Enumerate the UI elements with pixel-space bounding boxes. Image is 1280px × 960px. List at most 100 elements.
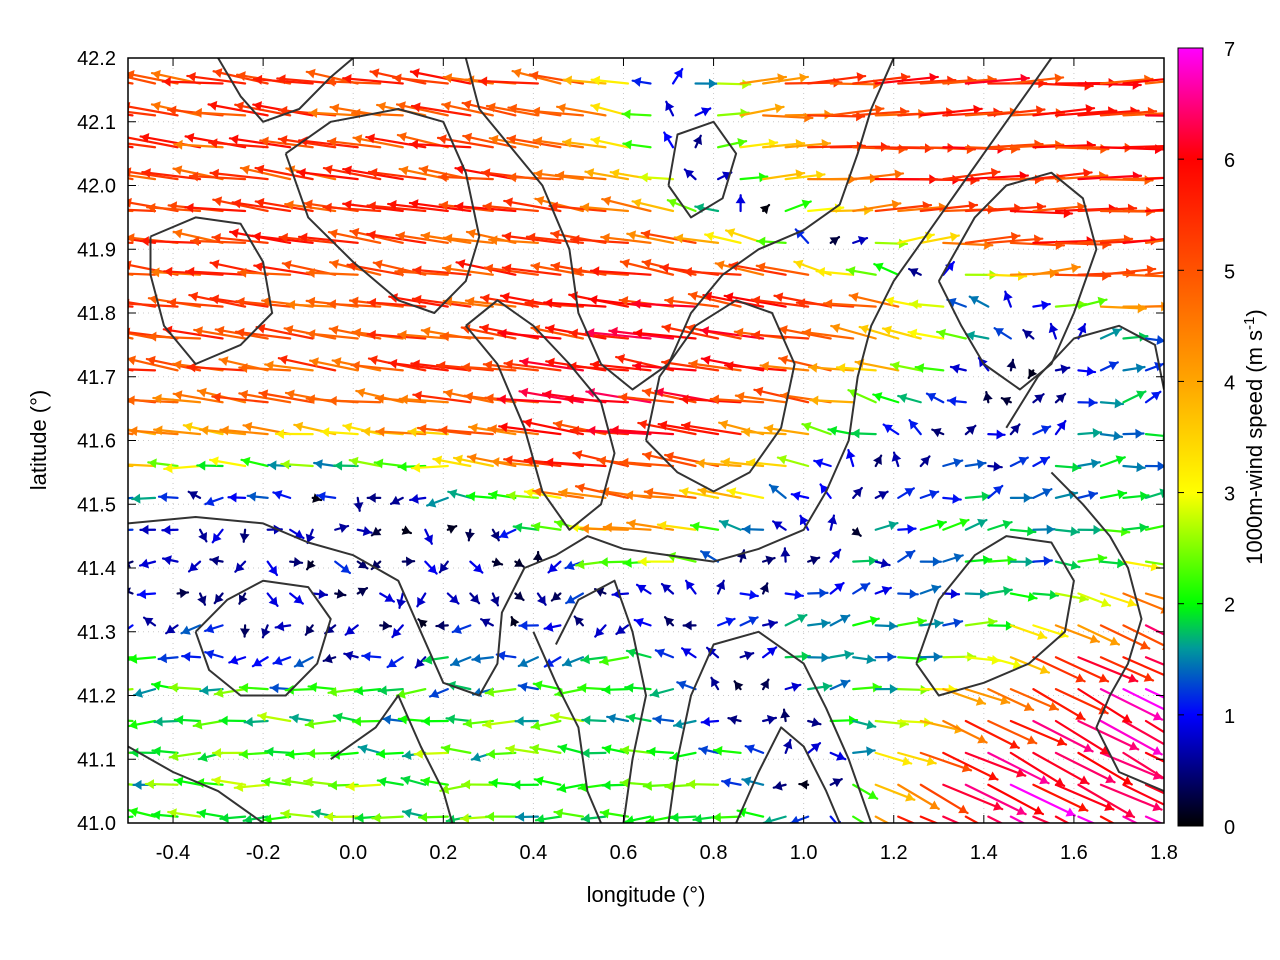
wind-vector <box>1099 398 1125 409</box>
wind-vector-head <box>151 267 160 278</box>
wind-vector-shaft <box>987 205 1047 213</box>
wind-vector <box>698 745 720 756</box>
wind-vector <box>632 328 697 340</box>
wind-vector <box>1122 751 1164 780</box>
wind-vector-shaft <box>326 139 382 149</box>
wind-vector-head <box>571 234 580 245</box>
wind-vector <box>1077 656 1139 683</box>
wind-vector-head <box>1026 526 1036 537</box>
wind-vector-shaft <box>394 270 449 276</box>
wind-vector-head <box>423 654 433 665</box>
wind-vector-head <box>626 648 636 658</box>
wind-vector-head <box>144 617 154 627</box>
wind-vector <box>631 198 675 213</box>
wind-vector-head <box>265 360 274 371</box>
wind-vector-head <box>734 327 744 338</box>
wind-vector-head <box>796 298 806 309</box>
wind-vector-head <box>990 167 1000 178</box>
wind-vector-head <box>443 296 453 307</box>
wind-vector <box>715 579 726 595</box>
wind-vector <box>874 558 891 568</box>
wind-vector <box>942 783 1004 811</box>
wind-vector <box>622 139 652 150</box>
wind-vector-head <box>888 620 898 631</box>
terrain-contour-line <box>532 631 602 823</box>
wind-vector <box>432 455 472 468</box>
wind-vector-shaft <box>395 103 449 117</box>
wind-vector-shaft <box>919 783 969 815</box>
wind-vector-head <box>873 455 882 466</box>
wind-vector <box>1077 815 1096 823</box>
wind-vector-head <box>625 815 634 823</box>
wind-vector-head <box>443 233 453 244</box>
wind-vector <box>697 486 742 499</box>
wind-vector <box>1009 526 1037 537</box>
wind-vector-shaft <box>460 326 517 340</box>
wind-vector <box>518 620 539 631</box>
wind-vector <box>1032 589 1060 600</box>
wind-vector-head <box>413 390 422 401</box>
wind-vector <box>919 200 979 213</box>
wind-vector <box>532 550 543 563</box>
wind-vector-shaft <box>496 397 562 404</box>
wind-vector-head <box>780 548 791 557</box>
wind-vector-head <box>959 518 969 528</box>
wind-vector-head <box>532 551 543 561</box>
wind-vector-head <box>238 267 247 278</box>
wind-vector <box>874 620 899 631</box>
wind-vector-head <box>881 585 891 596</box>
wind-vector-shaft <box>173 143 224 149</box>
wind-vector-head <box>602 744 612 755</box>
wind-vector-head <box>799 73 808 84</box>
wind-vector-head <box>554 808 564 819</box>
wind-vector-head <box>433 455 443 466</box>
wind-vector-head <box>1055 393 1066 404</box>
wind-vector-shaft <box>128 398 179 404</box>
wind-vector-shaft <box>1144 719 1164 734</box>
wind-vector-head <box>321 427 330 438</box>
wind-vector-head <box>284 324 294 335</box>
wind-vector <box>395 231 449 244</box>
wind-vector-shaft <box>487 427 539 436</box>
wind-vector-head <box>352 716 362 727</box>
wind-vector <box>128 624 134 630</box>
wind-vector <box>379 620 393 631</box>
wind-vector <box>305 528 316 545</box>
wind-vector <box>209 555 224 566</box>
wind-vector-shaft <box>964 174 1029 181</box>
wind-vector-head <box>1111 328 1122 338</box>
wind-vector-head <box>866 719 876 730</box>
wind-vector-head <box>578 683 587 694</box>
wind-vector-head <box>353 502 364 511</box>
wind-vector-head <box>585 327 595 338</box>
wind-vector <box>784 651 811 662</box>
wind-vector-head <box>573 266 583 277</box>
wind-vector-shaft <box>852 110 910 117</box>
wind-vector-head <box>388 199 397 210</box>
wind-vector-head <box>591 102 601 113</box>
wind-vector-head <box>993 461 1002 472</box>
wind-vector-head <box>210 456 219 467</box>
wind-vector-head <box>634 617 644 628</box>
wind-vector <box>409 68 472 85</box>
wind-vector-head <box>680 394 689 405</box>
wind-vector-head <box>867 790 878 799</box>
wind-vector <box>1054 419 1067 436</box>
wind-vector-head <box>486 102 496 113</box>
wind-vector-shaft <box>619 461 675 468</box>
wind-vector-shaft <box>326 302 382 308</box>
wind-vector-shaft <box>1077 656 1139 683</box>
wind-vector <box>600 233 652 244</box>
wind-vector <box>680 421 742 436</box>
wind-vector-head <box>907 524 916 535</box>
terrain-contour-line <box>1050 471 1164 793</box>
wind-vector <box>422 654 449 665</box>
wind-vector-shaft <box>1077 751 1133 786</box>
wind-vector <box>557 743 585 754</box>
wind-vector-head <box>994 328 1005 337</box>
wind-vector <box>558 487 607 499</box>
colorbar <box>1177 47 1204 827</box>
wind-vector <box>147 458 179 469</box>
wind-vector-shaft <box>1099 146 1164 151</box>
wind-vector-head <box>794 589 803 600</box>
